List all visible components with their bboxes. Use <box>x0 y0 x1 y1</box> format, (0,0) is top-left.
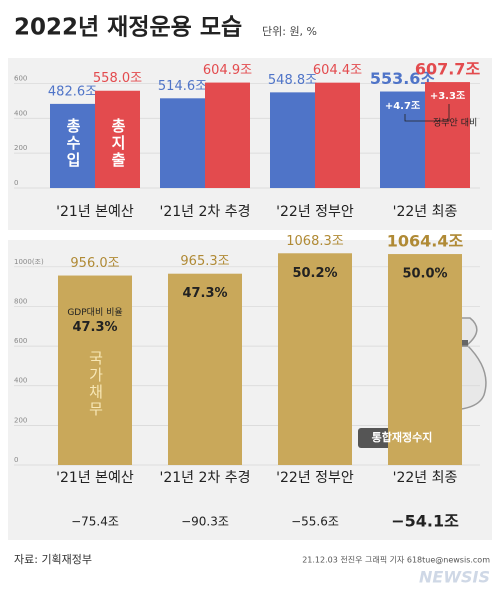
bar <box>160 98 205 188</box>
bar <box>205 82 250 188</box>
y-tick-label: 0 <box>14 456 18 464</box>
value-label: 607.7조 <box>415 60 481 79</box>
value-label: 482.6조 <box>48 84 97 99</box>
bar <box>58 275 132 465</box>
bar <box>270 92 315 188</box>
value-label: 548.8조 <box>268 73 317 88</box>
ratio-label: 50.2% <box>292 266 337 281</box>
x-tick-label: '21년 2차 추경 <box>160 470 251 486</box>
value-label: 1064.4조 <box>387 232 464 251</box>
x-tick-label: '22년 최종 <box>393 470 458 486</box>
bar <box>50 103 95 188</box>
y-tick-label: 800 <box>14 297 27 305</box>
logo: NEWSIS <box>419 568 490 587</box>
bar <box>388 254 462 465</box>
annotation: +3.3조 <box>430 90 465 102</box>
y-tick-label: 200 <box>14 144 27 152</box>
annotation: GDP대비 비율 <box>67 307 122 318</box>
value-label: 1068.3조 <box>286 234 343 249</box>
title: 2022년 재정운용 모습 <box>14 15 242 41</box>
y-tick-label: 600 <box>14 337 27 345</box>
value-label: 604.9조 <box>203 63 252 78</box>
annotation: +4.7조 <box>385 100 420 112</box>
bar <box>168 273 242 465</box>
x-tick-label: '22년 정부안 <box>276 204 354 220</box>
x-tick-label: '21년 2차 추경 <box>160 204 251 220</box>
bar <box>95 90 140 188</box>
value-label: 956.0조 <box>70 256 119 271</box>
value-label: −54.1조 <box>391 512 459 531</box>
ratio-label: 47.3% <box>182 286 227 301</box>
value-label: 514.6조 <box>158 79 207 94</box>
series-name: 총수입 <box>64 118 82 169</box>
series-name: 국가채무 <box>87 350 105 418</box>
x-tick-label: '22년 정부안 <box>276 470 354 486</box>
value-label: −90.3조 <box>181 515 229 529</box>
bar <box>315 82 360 188</box>
ratio-label: 47.3% <box>72 320 117 335</box>
y-tick-label: 400 <box>14 109 27 117</box>
value-label: 558.0조 <box>93 71 142 86</box>
value-label: 965.3조 <box>180 254 229 269</box>
y-tick-label: 200 <box>14 416 27 424</box>
y-tick-label: 1000(조) <box>14 258 44 266</box>
credit: 21.12.03 전진우 그래픽 기자 618tue@newsis.com <box>302 555 490 565</box>
y-tick-label: 0 <box>14 179 18 187</box>
series-name: 총지출 <box>109 118 127 169</box>
annotation: 정부안 대비 <box>433 118 477 129</box>
y-tick-label: 400 <box>14 377 27 385</box>
y-tick-label: 600 <box>14 74 27 82</box>
ratio-label: 50.0% <box>402 267 447 282</box>
x-tick-label: '21년 본예산 <box>56 470 134 486</box>
bar <box>380 91 425 188</box>
bracket <box>404 104 450 122</box>
value-label: −55.6조 <box>291 515 339 529</box>
bar <box>278 253 352 465</box>
x-tick-label: '22년 최종 <box>393 204 458 220</box>
source: 자료: 기획재정부 <box>14 553 92 566</box>
unit: 단위: 원, % <box>262 25 317 38</box>
value-label: −75.4조 <box>71 515 119 529</box>
series-name: 통합재정수지 <box>372 430 433 444</box>
value-label: 604.4조 <box>313 63 362 78</box>
value-label: 553.6조 <box>370 69 436 88</box>
x-tick-label: '21년 본예산 <box>56 204 134 220</box>
bar <box>425 82 470 188</box>
